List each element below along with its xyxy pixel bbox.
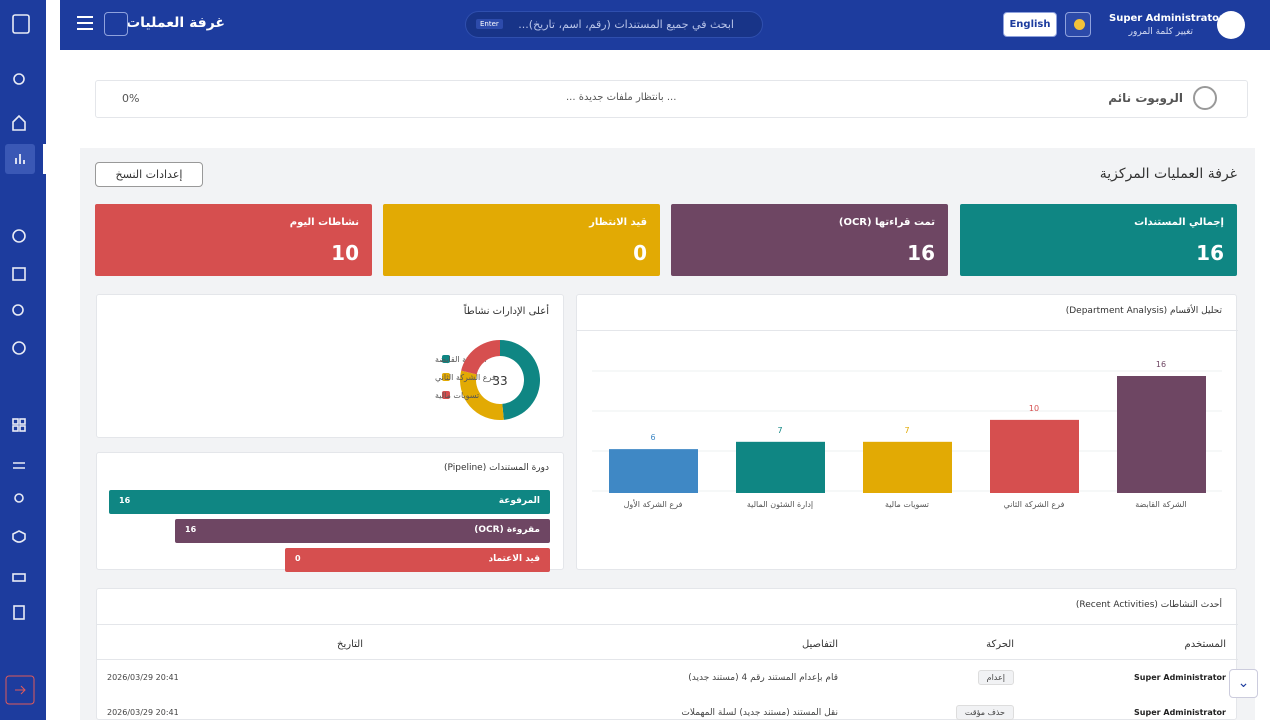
- stat-label: إجمالي المستندات: [1134, 217, 1224, 228]
- pipeline-stage: مقروءة (OCR) 16: [175, 519, 550, 543]
- pipeline-card: دورة المستندات (Pipeline) المرفوعة 16 مقرو…: [96, 452, 564, 572]
- chart-title: تحليل الأقسام (Department Analysis): [1065, 306, 1222, 316]
- stat-label: تمت قراءتها (OCR): [838, 217, 935, 228]
- bar: [609, 449, 698, 493]
- top-departments-card: أعلى الإدارات نشاطاً الشركة القابضة فرع ا…: [96, 294, 564, 438]
- stat-card: نشاطات اليوم 10: [95, 204, 372, 276]
- donut-segment: [500, 340, 540, 420]
- activities-card: أحدث النشاطات (Recent Activities) المستخ…: [96, 588, 1238, 720]
- cell-action: حذف مؤقت: [955, 705, 1014, 720]
- category-label: فرع الشركة الثاني: [1004, 500, 1065, 509]
- stat-value: 16: [1196, 241, 1224, 265]
- donut-segment: [461, 340, 500, 375]
- legend-label: تسويات مالية: [435, 391, 479, 400]
- scroll-button[interactable]: ⌄: [1229, 669, 1258, 698]
- activities-title: أحدث النشاطات (Recent Activities): [1075, 600, 1222, 610]
- home-button[interactable]: [104, 12, 128, 36]
- value-label: 7: [777, 426, 782, 435]
- category-label: تسويات مالية: [885, 500, 929, 509]
- page-title: غرفة العمليات: [126, 15, 225, 31]
- language-button[interactable]: English: [1003, 12, 1057, 37]
- change-password[interactable]: تغيير كلمة المرور: [1128, 27, 1193, 37]
- robot-bar: الروبوت نائم ... بانتظار ملفات جديدة ...…: [95, 80, 1248, 118]
- column-header: التاريخ: [337, 639, 363, 650]
- stage-label: مقروءة (OCR): [474, 525, 540, 535]
- sidebar: [0, 0, 46, 720]
- chart-title: أعلى الإدارات نشاطاً: [463, 306, 549, 317]
- top-bar: غرفة العمليات ابحث في جميع المستندات (رق…: [60, 0, 1270, 50]
- category-label: فرع الشركة الأول: [624, 499, 683, 509]
- bar: [990, 419, 1079, 493]
- stat-card: إجمالي المستندات 16: [960, 204, 1237, 276]
- robot-progress: 0%: [122, 92, 140, 105]
- menu-button[interactable]: [77, 16, 93, 30]
- user-name: Super Administrator: [1109, 13, 1224, 24]
- pipeline-title: دورة المستندات (Pipeline): [443, 463, 549, 473]
- settings-button[interactable]: إعدادات النسخ: [95, 162, 203, 187]
- bar: [863, 441, 952, 493]
- department-card: تحليل الأقسام (Department Analysis) 16 ال…: [576, 294, 1238, 570]
- stat-value: 0: [633, 241, 647, 265]
- stage-value: 0: [295, 554, 301, 563]
- donut-segment: [460, 370, 504, 420]
- theme-toggle[interactable]: [1065, 12, 1091, 37]
- stat-card: قيد الانتظار 0: [383, 204, 660, 276]
- robot-icon: [1193, 86, 1217, 110]
- stage-value: 16: [185, 525, 197, 534]
- column-header: الحركة: [986, 639, 1014, 650]
- legend-swatch: [442, 373, 450, 381]
- search-placeholder: ابحث في جميع المستندات (رقم، اسم، تاريخ)…: [518, 18, 734, 31]
- column-header: التفاصيل: [801, 639, 838, 650]
- pipeline-stage: قيد الاعتماد 0: [285, 548, 550, 572]
- column-header: المستخدم: [1184, 639, 1226, 650]
- stage-label: قيد الاعتماد: [488, 554, 540, 564]
- donut-chart: الشركة القابضة فرع الشركة الثاني تسويات ما…: [435, 340, 540, 420]
- cell-action: إعدام: [977, 670, 1014, 685]
- stat-value: 10: [331, 241, 359, 265]
- cell-user: Super Administrator: [1134, 708, 1226, 717]
- legend-swatch: [442, 391, 450, 399]
- robot-status: الروبوت نائم: [1108, 91, 1183, 105]
- stat-card: تمت قراءتها (OCR) 16: [671, 204, 948, 276]
- cell-date: 2026/03/29 20:41: [107, 673, 179, 682]
- legend-label: الشركة القابضة: [435, 355, 486, 364]
- legend-swatch: [442, 355, 450, 363]
- sidebar-icons: [5, 14, 46, 705]
- robot-message: ... بانتظار ملفات جديدة ...: [566, 92, 677, 103]
- stat-value: 16: [907, 241, 935, 265]
- stat-label: نشاطات اليوم: [289, 217, 359, 228]
- bar: [1117, 376, 1206, 493]
- search-hint: Enter: [476, 19, 503, 29]
- legend-label: فرع الشركة الثاني: [435, 373, 496, 382]
- pipeline-stage: المرفوعة 16: [109, 490, 550, 514]
- value-label: 16: [1156, 360, 1166, 369]
- stat-label: قيد الانتظار: [589, 217, 647, 228]
- value-label: 10: [1029, 404, 1039, 413]
- category-label: الشركة القابضة: [1135, 500, 1186, 509]
- cell-date: 2026/03/29 20:41: [107, 708, 179, 717]
- stage-label: المرفوعة: [498, 496, 540, 506]
- department-chart: 16 الشركة القابضة 10 فرع الشركة الثاني 7 تسوي…: [592, 360, 1222, 510]
- donut-total: 33: [492, 374, 507, 388]
- avatar[interactable]: [1217, 11, 1245, 39]
- cell-details: نقل المستند (مستند جديد) لسلة المهملات: [681, 708, 838, 718]
- value-label: 6: [650, 433, 655, 442]
- category-label: إدارة الشئون المالية: [747, 500, 813, 510]
- stage-value: 16: [119, 496, 131, 505]
- section-title: غرفة العمليات المركزية: [1099, 166, 1237, 182]
- value-label: 7: [904, 426, 909, 435]
- search-box[interactable]: ابحث في جميع المستندات (رقم، اسم، تاريخ)…: [465, 11, 763, 38]
- cell-details: قام بإعدام المستند رقم 4 (مستند جديد): [688, 673, 838, 683]
- bar: [736, 441, 825, 493]
- cell-user: Super Administrator: [1134, 673, 1226, 682]
